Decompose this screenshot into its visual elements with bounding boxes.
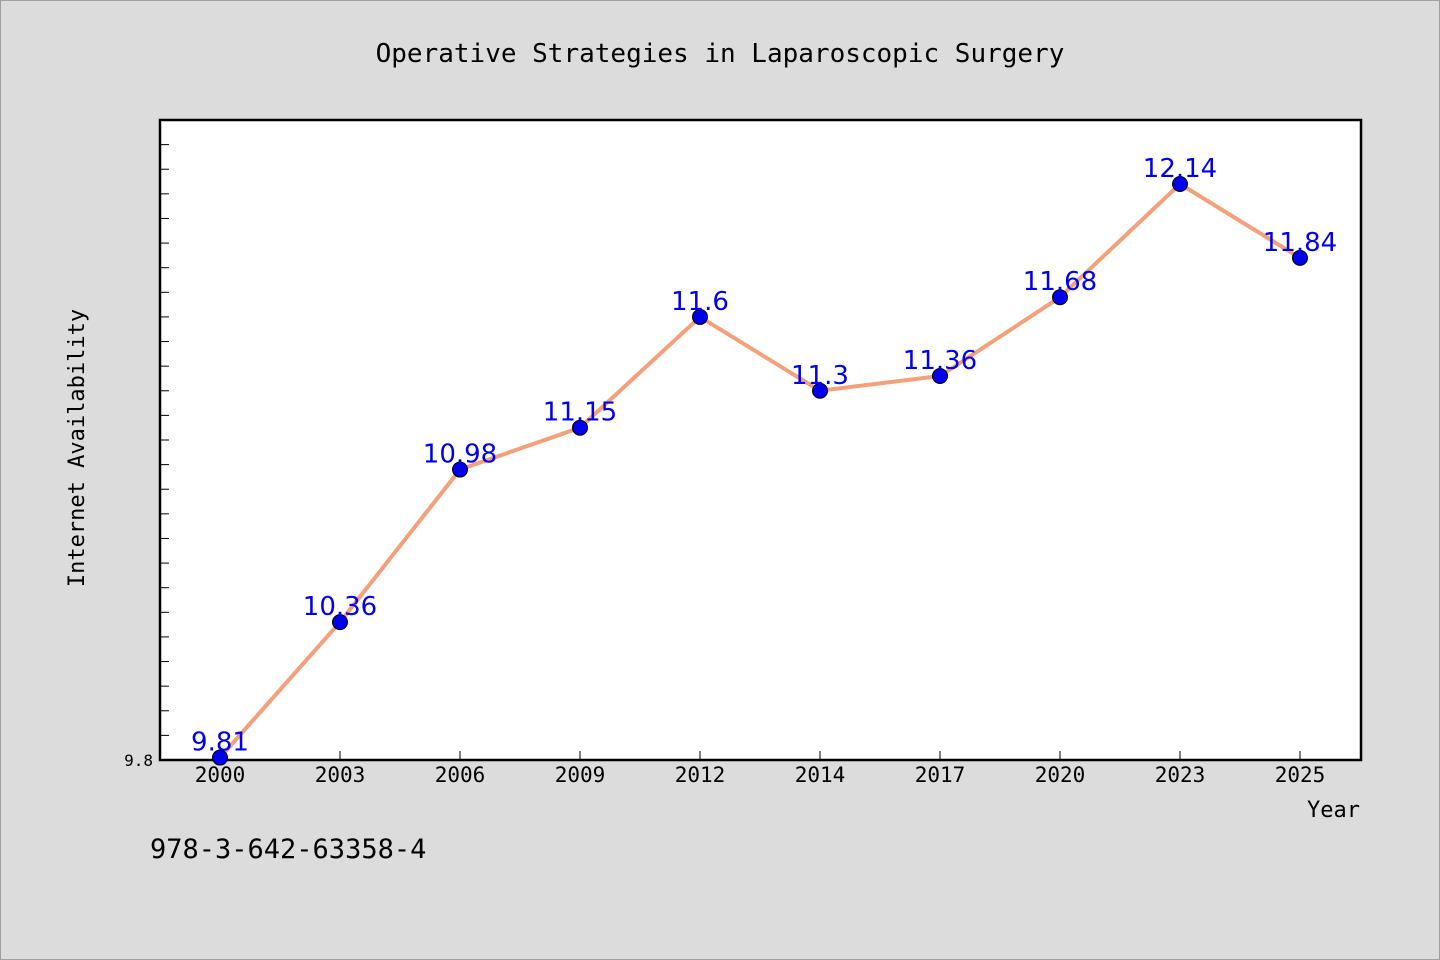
- data-point: [1172, 176, 1188, 192]
- data-label: 11.6: [671, 287, 729, 317]
- chart-title: Operative Strategies in Laparoscopic Sur…: [376, 39, 1065, 69]
- data-label: 11.3: [791, 361, 849, 391]
- data-point: [692, 308, 708, 325]
- data-point: [812, 382, 828, 399]
- y-tick-label: 9.8: [124, 751, 153, 770]
- x-tick-label: 2014: [795, 763, 846, 787]
- plot-area: [158, 118, 1363, 762]
- x-tick-label: 2012: [675, 763, 726, 787]
- data-label: 11.84: [1263, 228, 1337, 258]
- x-tick-label: 2009: [555, 763, 606, 787]
- data-label: 10.98: [423, 440, 497, 470]
- x-tick-label: 2020: [1035, 763, 1086, 787]
- data-point: [1052, 289, 1068, 306]
- isbn-text: 978-3-642-63358-4: [150, 834, 427, 865]
- x-tick-label: 2000: [195, 763, 246, 787]
- x-tick-label: 2023: [1155, 763, 1206, 787]
- y-axis-ticks: [160, 119, 169, 761]
- x-tick-label: 2025: [1275, 763, 1326, 787]
- x-tick-labels: 2000 2003 2006 2009 2012 2014 2017 2020 2023 2025: [195, 763, 1326, 787]
- series-group: 9.81 10.36 10.98 11.15 11.6 11.3 11.36 11.68 12.…: [191, 154, 1337, 766]
- y-axis-label: Internet Availability: [65, 309, 90, 587]
- data-point: [452, 461, 468, 478]
- x-tick-label: 2003: [315, 763, 366, 787]
- series-line: [218, 182, 1302, 760]
- x-axis-label: Year: [1307, 798, 1360, 823]
- data-point: [1292, 249, 1308, 266]
- x-tick-label: 2006: [435, 763, 486, 787]
- data-label: 11.68: [1023, 267, 1097, 297]
- data-label: 12.14: [1143, 154, 1217, 184]
- data-label: 11.15: [543, 398, 617, 428]
- x-tick-label: 2017: [915, 763, 966, 787]
- data-label: 9.81: [191, 728, 249, 758]
- data-point: [572, 419, 588, 436]
- data-label: 10.36: [303, 592, 377, 622]
- data-point: [212, 749, 228, 766]
- data-point: [332, 614, 348, 631]
- data-label: 11.36: [903, 346, 977, 376]
- data-point: [932, 368, 948, 384]
